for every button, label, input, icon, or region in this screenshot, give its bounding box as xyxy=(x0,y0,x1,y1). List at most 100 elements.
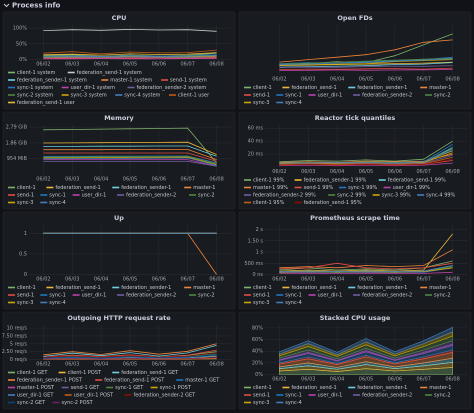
legend-label: master-1 xyxy=(429,385,451,391)
legend-swatch xyxy=(46,186,54,189)
x-tick-label: 06/07 xyxy=(417,277,431,283)
legend-label: sync-3 xyxy=(17,300,33,306)
legend-label: federation_sender-2 GET xyxy=(133,393,196,399)
legend-label: client-1 xyxy=(253,385,272,391)
series-line xyxy=(43,52,217,56)
panel-frame xyxy=(2,211,236,310)
legend-swatch xyxy=(8,79,15,81)
legend-swatch xyxy=(117,294,125,296)
series-line xyxy=(43,156,217,165)
legend-label: sync-1 POST xyxy=(160,385,192,391)
legend-label: send-1 xyxy=(253,393,270,399)
x-tick-label: 06/05 xyxy=(359,169,373,175)
x-tick-label: 06/04 xyxy=(94,62,108,68)
row-title[interactable]: Process info xyxy=(12,2,60,10)
panel-title: Stacked CPU usage xyxy=(320,314,391,322)
y-tick-label: 1 s xyxy=(256,250,264,256)
series-line xyxy=(43,145,217,157)
legend-label: federation_sender-1 xyxy=(357,385,407,391)
legend-label: master-1 system xyxy=(110,78,152,84)
y-tick-label: 500 ms xyxy=(244,261,263,267)
legend-label: federation_sender-2 xyxy=(126,193,176,199)
legend-swatch xyxy=(282,86,290,89)
x-tick-label: 06/03 xyxy=(301,77,315,83)
legend-label: federation_sender-2 xyxy=(126,293,176,299)
x-tick-label: 06/02 xyxy=(272,169,286,175)
y-tick-label: 5 req/s xyxy=(10,341,28,347)
panel-frame xyxy=(238,311,472,410)
y-tick-label: 0 ns xyxy=(252,272,263,278)
legend-label: user_dir-1 xyxy=(318,93,343,99)
legend-swatch xyxy=(308,294,316,296)
series-line xyxy=(279,69,453,71)
series-line xyxy=(43,345,217,357)
legend-label: federation_sender-1 99% xyxy=(304,178,367,184)
series-line xyxy=(43,349,217,358)
legend-label: federation_sender-2 xyxy=(362,93,412,99)
x-tick-label: 06/08 xyxy=(209,362,223,368)
panel: Outgoing HTTP request rate client-1 GET cl… xyxy=(2,311,236,410)
legend-label: send-1 xyxy=(17,293,34,299)
legend-swatch xyxy=(8,101,15,104)
x-tick-label: 06/07 xyxy=(181,362,195,368)
x-tick-label: 06/02 xyxy=(36,277,50,283)
y-tick-label: 100% xyxy=(13,26,28,32)
y-tick-label: 40% xyxy=(252,349,263,355)
legend-label: client-1 user xyxy=(178,93,210,99)
series-line xyxy=(43,28,217,32)
legend-swatch xyxy=(244,186,251,189)
legend-swatch xyxy=(8,301,15,304)
series-line xyxy=(279,59,453,66)
legend-swatch xyxy=(8,401,15,404)
legend-label: master-1 99% xyxy=(253,185,288,191)
x-tick-label: 06/07 xyxy=(181,177,195,183)
legend-swatch xyxy=(8,71,15,74)
legend-swatch xyxy=(353,94,361,96)
x-tick-label: 06/06 xyxy=(388,277,402,283)
legend-label: sync-2 xyxy=(434,293,450,299)
series-line xyxy=(279,271,453,274)
series-line xyxy=(279,267,453,273)
panel-title: Reactor tick quantiles xyxy=(315,114,396,122)
legend-swatch xyxy=(8,286,15,289)
legend-label: master-1 xyxy=(193,285,215,291)
x-tick-label: 06/05 xyxy=(123,62,137,68)
panel-frame xyxy=(238,211,472,310)
y-tick-label: 10 req/s xyxy=(7,326,28,332)
legend-swatch xyxy=(353,294,361,296)
series-line xyxy=(43,155,217,165)
collapse-icon[interactable] xyxy=(3,3,10,8)
legend-label: sync-1 99% xyxy=(348,185,377,191)
series-line xyxy=(279,39,453,63)
legend-swatch xyxy=(189,194,197,196)
legend-label: sync-2 xyxy=(434,393,450,399)
legend-swatch xyxy=(58,371,66,374)
legend-swatch xyxy=(72,194,80,196)
panel-title: Memory xyxy=(104,114,134,122)
x-tick-label: 06/07 xyxy=(181,62,195,68)
legend-swatch xyxy=(276,401,284,404)
panel-title: Open FDs xyxy=(337,14,372,22)
legend-label: user_dir-1 xyxy=(318,293,343,299)
y-tick-label: 0.5 xyxy=(19,251,27,257)
x-tick-label: 06/08 xyxy=(209,277,223,283)
x-tick-label: 06/08 xyxy=(445,277,459,283)
legend-swatch xyxy=(8,186,15,189)
legend-swatch xyxy=(106,386,114,389)
y-tick-label: 40 ms xyxy=(248,139,264,145)
x-tick-label: 06/07 xyxy=(417,77,431,83)
legend-label: federation_send-1 xyxy=(291,385,336,391)
legend-swatch xyxy=(244,301,251,304)
legend-swatch xyxy=(282,286,290,289)
x-tick-label: 06/06 xyxy=(152,62,166,68)
legend-label: send-1 xyxy=(253,93,270,99)
legend-swatch xyxy=(244,294,251,296)
legend-swatch xyxy=(8,194,15,196)
legend-swatch xyxy=(124,394,132,396)
legend-label: send-1 99% xyxy=(304,185,334,191)
legend-label: federation_send-1 xyxy=(291,85,336,91)
legend-swatch xyxy=(328,194,336,196)
x-tick-label: 06/08 xyxy=(209,177,223,183)
legend-label: federation_send-1 99% xyxy=(388,178,446,184)
